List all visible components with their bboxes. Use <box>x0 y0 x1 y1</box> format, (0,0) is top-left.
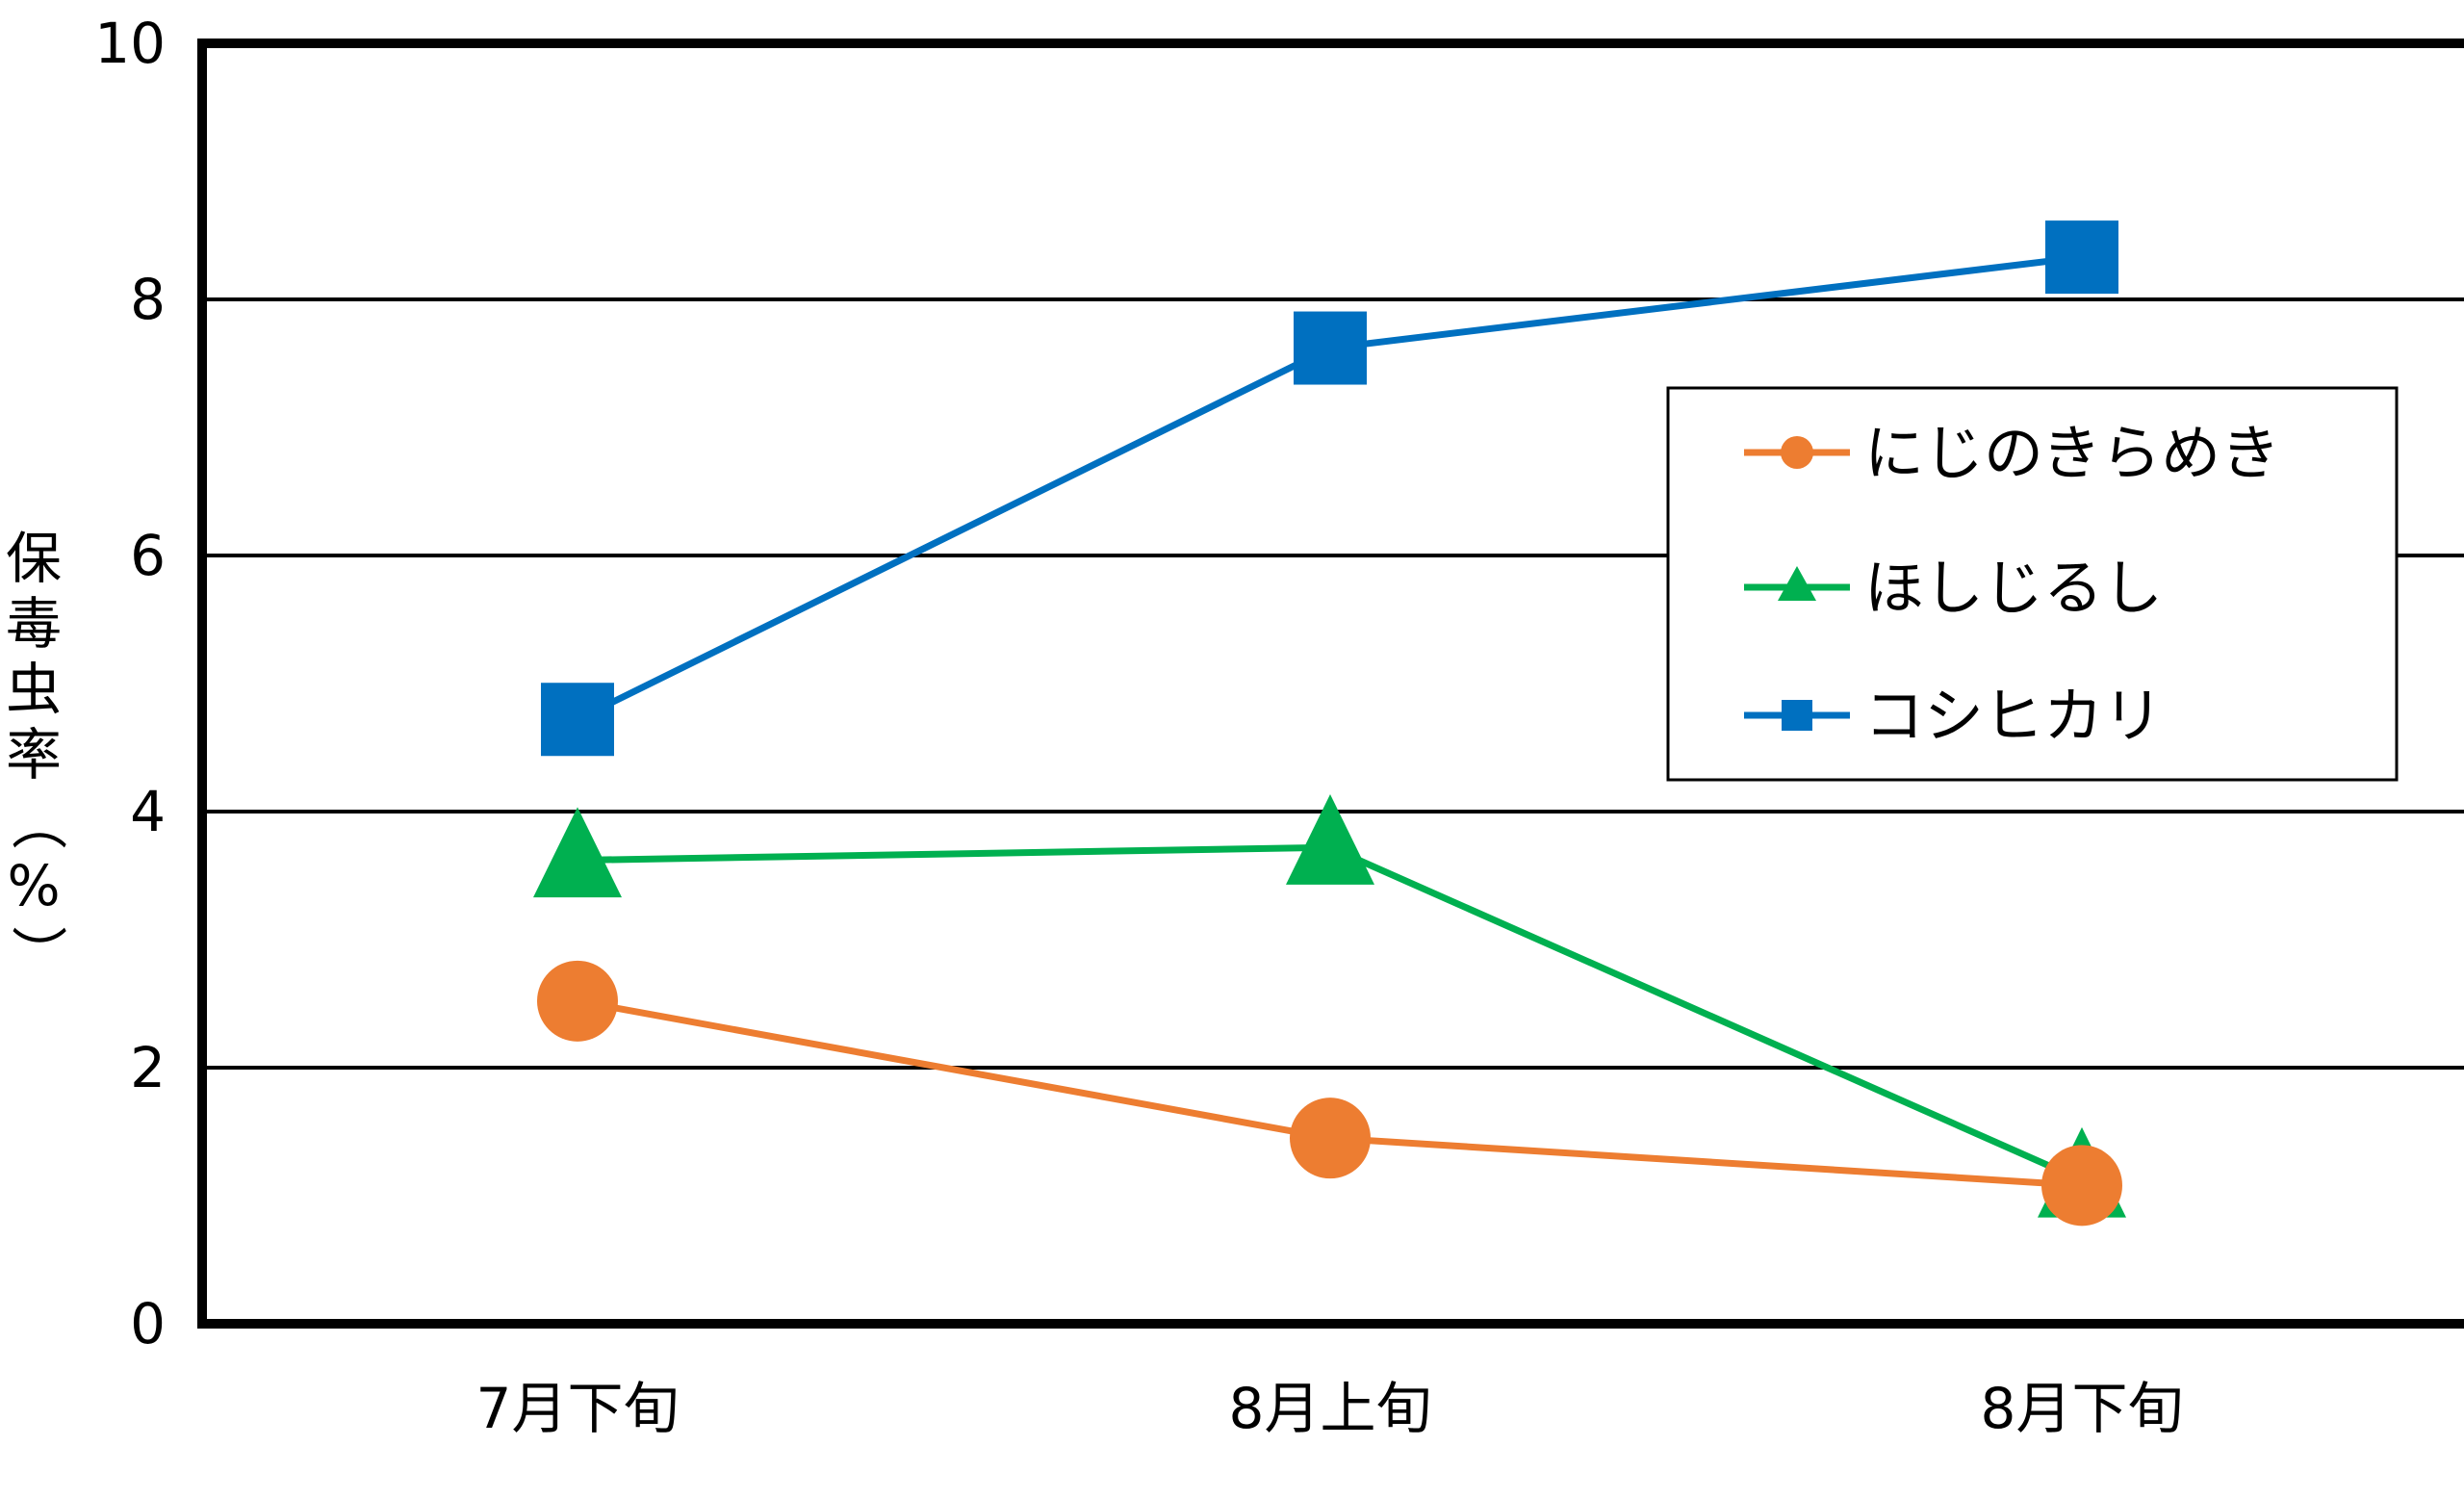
data-point <box>533 807 622 898</box>
x-axis-ticks: 7月下旬 8月上旬 8月下旬 <box>476 1376 2184 1441</box>
legend-item: ほしじるし <box>1744 553 2163 623</box>
y-axis-label-paren: ） <box>5 925 70 981</box>
data-point <box>2041 1145 2122 1227</box>
y-tick-label: 10 <box>94 11 166 76</box>
x-tick-label: 7月下旬 <box>476 1376 680 1441</box>
data-point <box>1286 794 1374 885</box>
data-point <box>1290 1098 1371 1179</box>
y-tick-label: 4 <box>130 779 166 844</box>
legend-marker <box>1781 436 1813 469</box>
data-point <box>1294 311 1367 385</box>
y-tick-label: 2 <box>130 1035 166 1100</box>
series-layer <box>533 220 2126 1227</box>
y-axis-label-text: 保毒虫率% <box>6 526 62 918</box>
legend-marker <box>1778 566 1816 601</box>
legend-label: ほしじるし <box>1864 553 2163 623</box>
y-tick-label: 8 <box>130 267 166 332</box>
gridlines <box>202 297 2464 1070</box>
y-axis-ticks: 0 2 4 6 8 10 <box>94 11 166 1356</box>
y-axis-label-paren: （ <box>5 794 70 850</box>
series-0 <box>537 960 2122 1227</box>
legend-item: コシヒカリ <box>1744 681 2163 751</box>
x-tick-label: 8月下旬 <box>1981 1376 2184 1441</box>
y-tick-label: 0 <box>130 1291 166 1356</box>
legend-marker <box>1782 700 1812 731</box>
legend-item: にじのきらめき <box>1744 418 2280 488</box>
series-2 <box>541 220 2118 757</box>
x-tick-label: 8月上旬 <box>1229 1376 1432 1441</box>
y-axis-label: 保毒虫率%（ ） <box>5 526 70 981</box>
data-point <box>537 960 618 1042</box>
legend-label: コシヒカリ <box>1864 681 2163 751</box>
plot-frame <box>197 39 2464 1329</box>
legend-label: にじのきらめき <box>1864 418 2280 488</box>
data-point <box>2045 220 2118 295</box>
data-point <box>541 683 614 757</box>
y-tick-label: 6 <box>130 523 166 588</box>
